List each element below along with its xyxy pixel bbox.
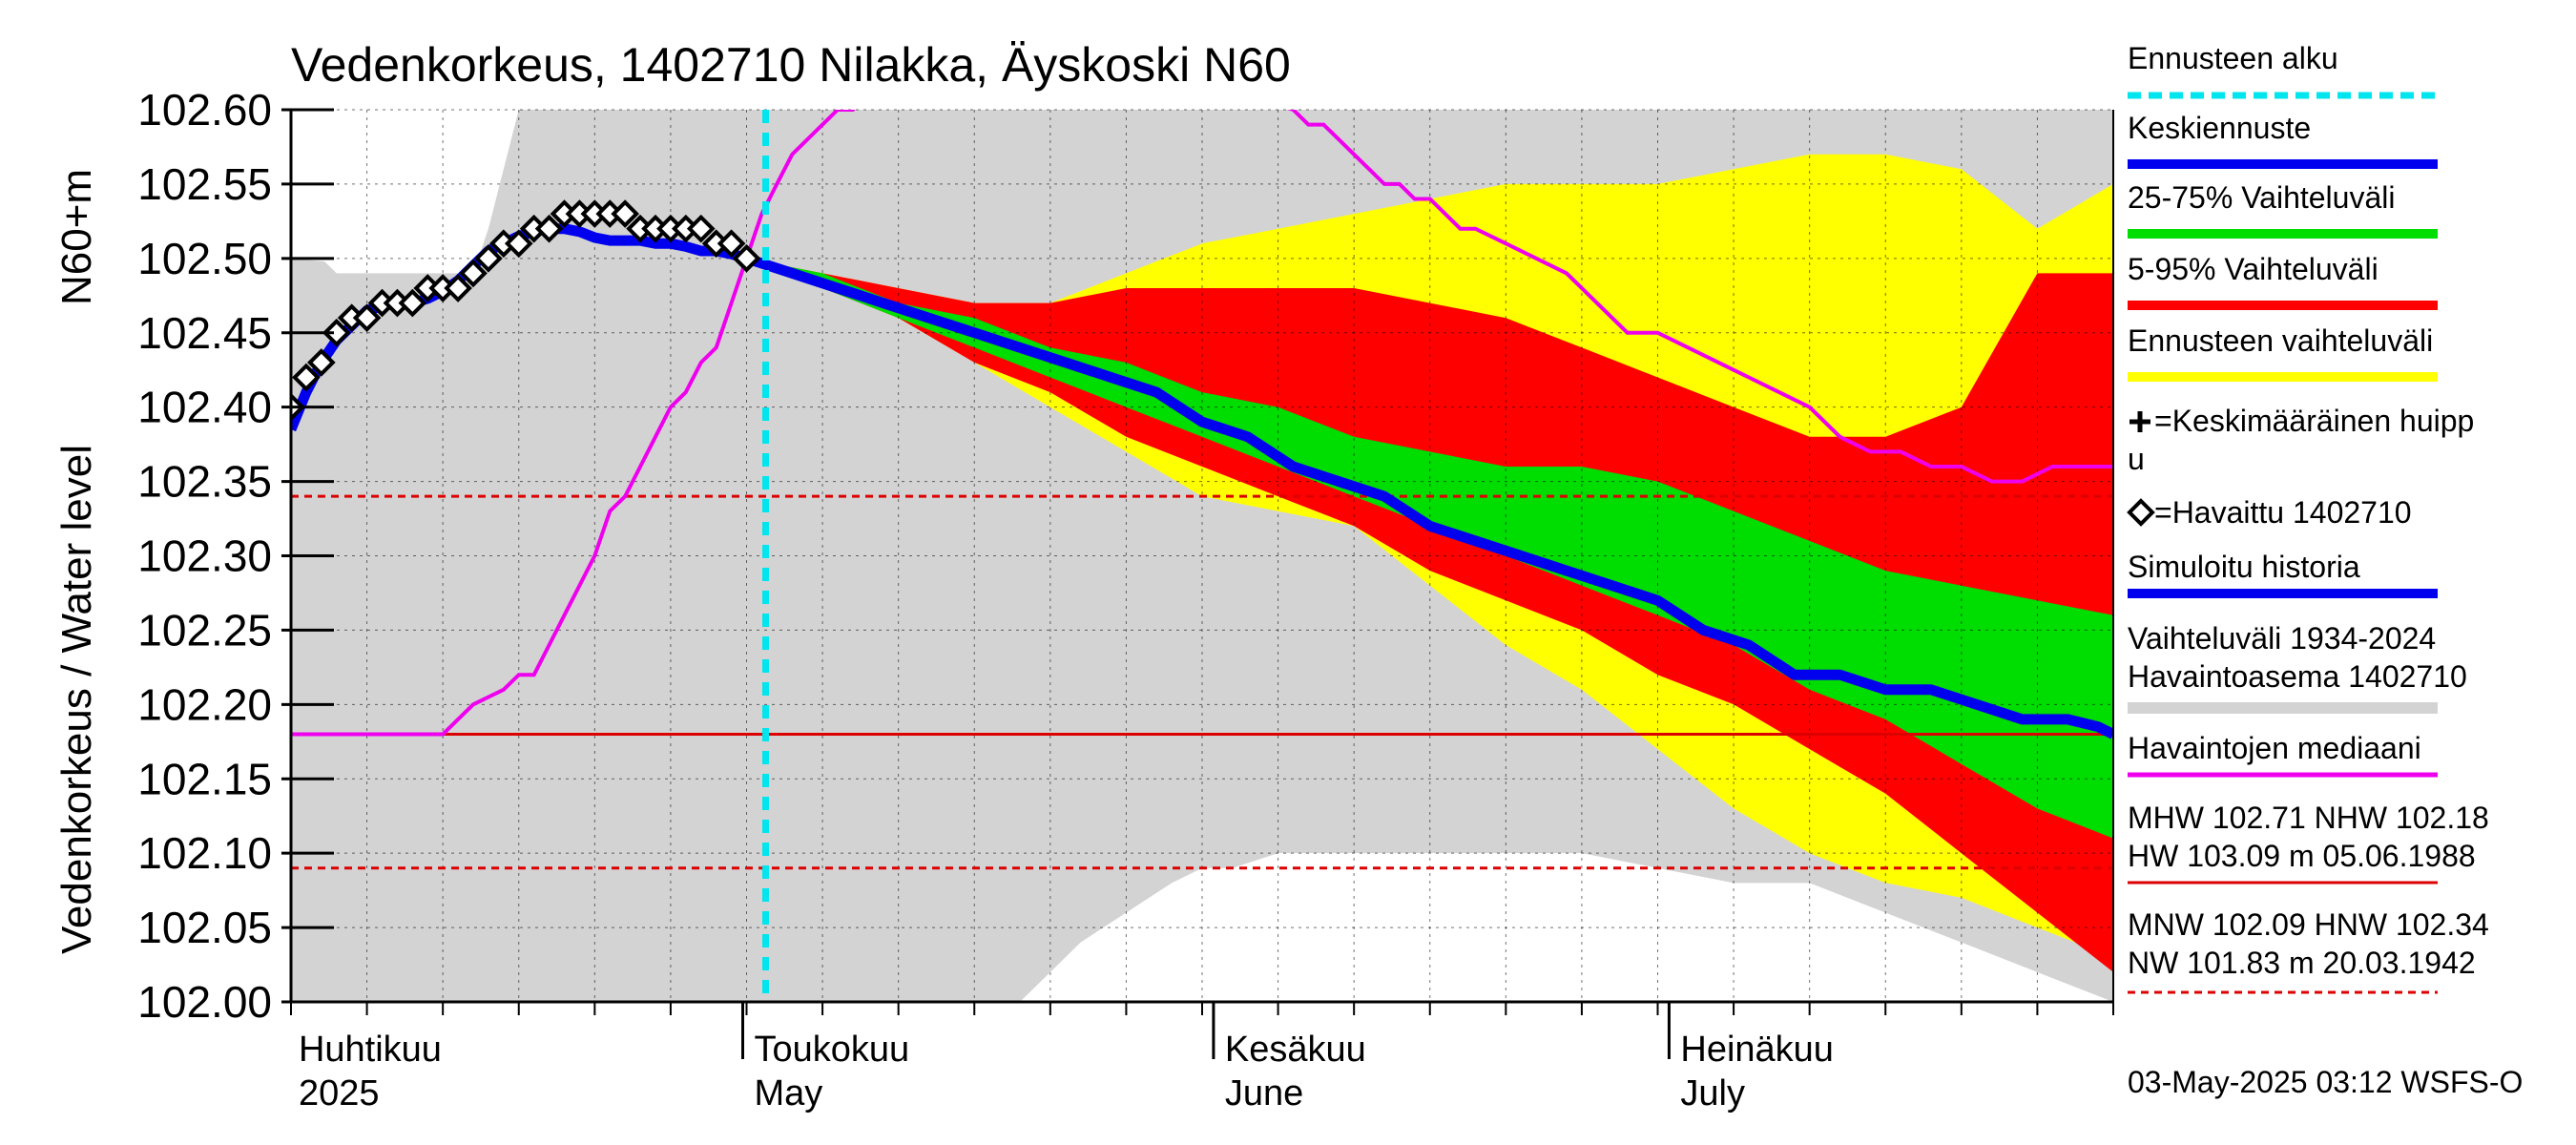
legend-stats-1a: MHW 102.71 NHW 102.18 — [2128, 801, 2489, 835]
y-tick-label: 102.25 — [137, 605, 272, 655]
y-tick-label: 102.20 — [137, 679, 272, 729]
observed-point — [352, 303, 382, 332]
band-1 — [746, 258, 2113, 972]
y-tick-label: 102.05 — [137, 903, 272, 952]
legend-observed-symbol — [2127, 498, 2155, 527]
y-tick-label: 102.10 — [137, 828, 272, 878]
y-tick-label: 102.00 — [137, 977, 272, 1027]
history-range-gap-upper — [291, 110, 519, 274]
x-month-sublabel: June — [1225, 1073, 1303, 1114]
y-tick-label: 102.40 — [137, 383, 272, 432]
x-month-sublabel: July — [1680, 1073, 1745, 1114]
x-month-label: Toukokuu — [754, 1030, 909, 1070]
y-tick-label: 102.60 — [137, 85, 272, 135]
y-tick-label: 102.55 — [137, 159, 272, 209]
legend-simulated-label: Simuloitu historia — [2128, 550, 2360, 584]
x-month-label: Kesäkuu — [1225, 1030, 1366, 1070]
legend-label: Ennusteen vaihteluväli — [2128, 323, 2433, 358]
observed-point — [398, 288, 427, 318]
median-line — [291, 110, 2113, 737]
observed-point — [307, 348, 336, 377]
timestamp: 03-May-2025 03:12 WSFS-O — [2128, 1065, 2523, 1099]
observed-point — [686, 214, 716, 243]
x-month-label: Huhtikuu — [299, 1030, 442, 1070]
x-month-sublabel: 2025 — [299, 1073, 380, 1114]
y-tick-label: 102.45 — [137, 308, 272, 358]
observed-point — [534, 214, 564, 243]
legend: Ennusteen alku Keskiennuste 25-75% Vaihtel… — [2127, 41, 2489, 994]
chart-title: Vedenkorkeus, 1402710 Nilakka, Äyskoski … — [291, 38, 1291, 92]
legend-label: 25-75% Vaihteluväli — [2128, 180, 2395, 215]
legend-peak-label-1: =Keskimääräinen huipp — [2154, 404, 2474, 438]
legend-observed-label: =Havaittu 1402710 — [2154, 495, 2412, 530]
y-tick-label: 102.50 — [137, 234, 272, 283]
x-month-sublabel: May — [754, 1073, 822, 1114]
observed-point — [474, 244, 503, 273]
legend-peak-label-2: u — [2128, 442, 2145, 476]
legend-label: 5-95% Vaihteluväli — [2128, 252, 2379, 286]
y-tick-label: 102.15 — [137, 754, 272, 803]
y-tick-label: 102.35 — [137, 457, 272, 507]
legend-stats-1b: HW 103.09 m 05.06.1988 — [2128, 839, 2476, 873]
observed-point — [459, 259, 488, 288]
y-axis-label-1: Vedenkorkeus / Water level — [53, 445, 100, 954]
legend-label: Keskiennuste — [2128, 111, 2311, 145]
legend-peak-symbol — [2129, 411, 2150, 432]
observed-point — [504, 229, 533, 259]
legend-stats-2a: MNW 102.09 HNW 102.34 — [2128, 907, 2489, 942]
y-tick-label: 102.30 — [137, 531, 272, 581]
mean-forecast-line — [744, 253, 2113, 739]
y-axis-label-2: N60+m — [53, 169, 100, 305]
observed-point — [717, 229, 746, 259]
plot-overlay — [291, 110, 2113, 1002]
observed-point — [322, 318, 351, 347]
legend-range-label-2: Havaintoasema 1402710 — [2128, 659, 2467, 694]
legend-label: Ennusteen alku — [2128, 41, 2338, 75]
observed-point — [292, 363, 321, 392]
observed-point — [611, 199, 639, 228]
legend-range-label-1: Vaihteluväli 1934-2024 — [2128, 621, 2436, 656]
observed-point — [732, 244, 761, 273]
legend-stats-2b: NW 101.83 m 20.03.1942 — [2128, 946, 2476, 980]
axes: 102.60 102.55 102.50 102.45 102.40 102.35 102.… — [137, 85, 2114, 1114]
legend-median-label: Havaintojen mediaani — [2128, 731, 2421, 765]
observed-point — [444, 274, 472, 302]
x-month-label: Heinäkuu — [1680, 1030, 1834, 1070]
